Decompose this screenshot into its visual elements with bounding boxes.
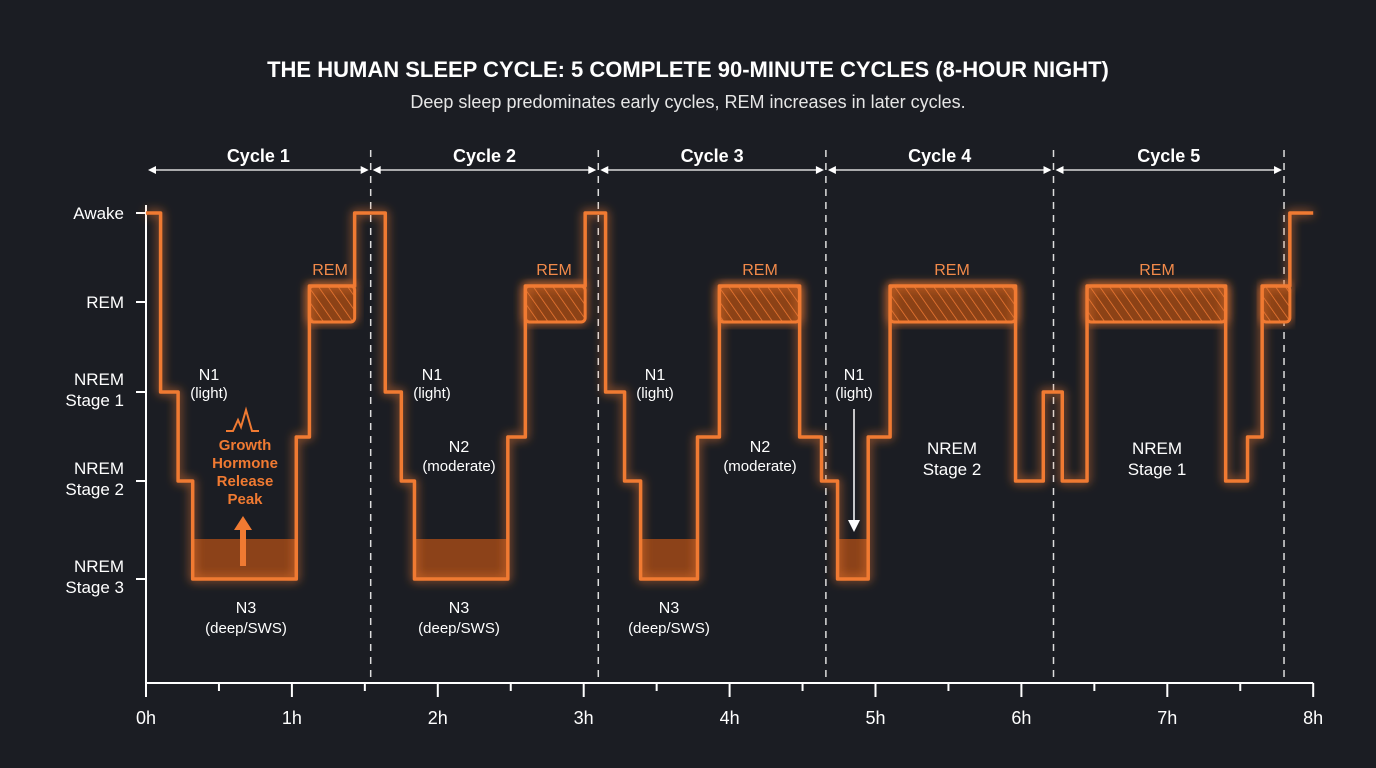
arrow-left-icon: [1055, 166, 1064, 174]
stage-fills: [192, 284, 1292, 579]
n3-label: N3: [659, 600, 680, 617]
rem-period: [523, 284, 587, 324]
arrow-right-icon: [1274, 166, 1283, 174]
rem-period: [888, 284, 1018, 324]
x-tick-label: 1h: [282, 708, 302, 728]
n1-sub: (light): [835, 385, 873, 402]
n3-sub: (deep/SWS): [418, 620, 500, 637]
x-tick-label: 2h: [428, 708, 448, 728]
svg-text:Release: Release: [217, 473, 274, 490]
annotations: REM REM REM REM REM N1 (light) N1 (light…: [190, 262, 1186, 637]
x-tick-label: 5h: [865, 708, 885, 728]
arrow-left-icon: [600, 166, 609, 174]
y-tick-label: Stage 1: [65, 391, 124, 410]
x-tick-label: 0h: [136, 708, 156, 728]
x-tick-label: 4h: [720, 708, 740, 728]
arrow-left-icon: [827, 166, 836, 174]
arrow-right-icon: [588, 166, 597, 174]
nrem-stage2-label: Stage 2: [923, 460, 982, 479]
up-arrow-icon: [234, 516, 252, 566]
chart-title: THE HUMAN SLEEP CYCLE: 5 COMPLETE 90-MIN…: [267, 57, 1109, 82]
svg-text:Hormone: Hormone: [212, 455, 278, 472]
y-tick-label: Awake: [73, 204, 124, 223]
arrow-right-icon: [1043, 166, 1052, 174]
n2-label: N2: [449, 439, 470, 456]
n3-deep-sleep-period: [640, 539, 698, 579]
cycle-label: Cycle 3: [681, 146, 744, 166]
n3-sub: (deep/SWS): [205, 620, 287, 637]
growth-hormone-annotation: Growth Hormone Release Peak: [212, 406, 278, 566]
rem-label: REM: [934, 262, 970, 279]
y-tick-label: Stage 2: [65, 480, 124, 499]
y-tick-label: NREM: [74, 557, 124, 576]
n3-deep-sleep-period: [837, 539, 869, 579]
y-tick-label: NREM: [74, 370, 124, 389]
arrow-right-icon: [360, 166, 369, 174]
n2-label: N2: [750, 439, 771, 456]
nrem-stage2-label: NREM: [927, 439, 977, 458]
n1-label: N1: [645, 367, 666, 384]
cycle-headers: Cycle 1 Cycle 2 Cycle 3 Cycle 4 Cycle 5: [148, 146, 1285, 683]
n1-label: N1: [422, 367, 443, 384]
n2-sub: (moderate): [422, 458, 495, 475]
n1-sub: (light): [190, 385, 228, 402]
cycle-label: Cycle 1: [227, 146, 290, 166]
x-tick-label: 6h: [1011, 708, 1031, 728]
n3-deep-sleep-period: [414, 539, 508, 579]
rem-period: [717, 284, 802, 324]
rem-label: REM: [312, 262, 348, 279]
n1-label: N1: [844, 367, 865, 384]
x-tick-label: 8h: [1303, 708, 1323, 728]
arrow-left-icon: [372, 166, 381, 174]
rem-label: REM: [1139, 262, 1175, 279]
x-tick-label: 7h: [1157, 708, 1177, 728]
n2-sub: (moderate): [723, 458, 796, 475]
peak-icon: [226, 406, 259, 432]
rem-period: [307, 284, 357, 324]
rem-label: REM: [742, 262, 778, 279]
axes: Awake REM NREM Stage 1 NREM Stage 2 NREM Stage …: [65, 204, 1323, 728]
svg-text:Growth: Growth: [219, 437, 272, 454]
rem-period: [1260, 284, 1292, 324]
x-tick-label: 3h: [574, 708, 594, 728]
n1-label: N1: [199, 367, 220, 384]
y-tick-label: Stage 3: [65, 578, 124, 597]
cycle-label: Cycle 4: [908, 146, 971, 166]
rem-label: REM: [536, 262, 572, 279]
n3-label: N3: [236, 600, 257, 617]
n3-label: N3: [449, 600, 470, 617]
nrem-stage1-label: Stage 1: [1128, 460, 1187, 479]
y-tick-label: REM: [86, 293, 124, 312]
cycle-label: Cycle 5: [1137, 146, 1200, 166]
n3-sub: (deep/SWS): [628, 620, 710, 637]
n1-sub: (light): [636, 385, 674, 402]
nrem-stage1-label: NREM: [1132, 439, 1182, 458]
chart-subtitle: Deep sleep predominates early cycles, RE…: [410, 92, 965, 112]
cycle-label: Cycle 2: [453, 146, 516, 166]
arrow-left-icon: [148, 166, 156, 174]
hypnogram: [146, 211, 1314, 581]
svg-text:Peak: Peak: [227, 491, 263, 508]
rem-period: [1085, 284, 1228, 324]
n1-sub: (light): [413, 385, 451, 402]
y-tick-label: NREM: [74, 459, 124, 478]
sleep-stage-line: [146, 211, 1314, 581]
arrow-right-icon: [815, 166, 824, 174]
